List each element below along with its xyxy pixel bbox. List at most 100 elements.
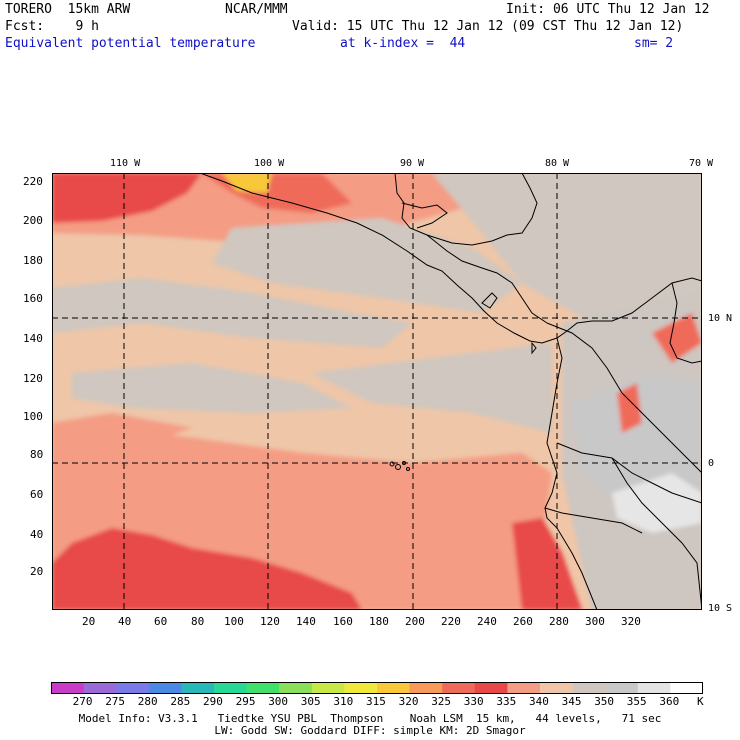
colorbar-swatch [51, 682, 85, 694]
y-tick: 200 [23, 214, 43, 227]
y-tick: 180 [23, 254, 43, 267]
valid-time: Valid: 15 UTC Thu 12 Jan 12 (09 CST Thu … [292, 19, 684, 34]
colorbar-swatch [279, 682, 313, 694]
lat-label-0: 0 [708, 458, 715, 469]
map-frame [52, 173, 702, 610]
colorbar-label: 300 [268, 695, 289, 708]
colorbar-label: 335 [496, 695, 517, 708]
colorbar-swatch [214, 682, 248, 694]
colorbar-label: 350 [594, 695, 615, 708]
colorbar-label: 320 [398, 695, 419, 708]
x-tick: 320 [621, 615, 641, 628]
colorbar-swatch [409, 682, 443, 694]
field-light-patch [612, 473, 702, 533]
x-tick: 200 [405, 615, 425, 628]
colorbar [51, 682, 703, 694]
colorbar-label: 305 [300, 695, 321, 708]
field-red-andes [617, 383, 642, 433]
colorbar-label: 325 [431, 695, 452, 708]
galapagos-islands [389, 461, 410, 471]
x-tick: 60 [154, 615, 168, 628]
x-tick: 160 [333, 615, 353, 628]
level-label: at k-index = 44 [340, 36, 466, 51]
y-tick: 60 [30, 488, 44, 501]
field-red-peru-coast [512, 518, 582, 610]
lon-label-90w: 90 W [400, 158, 425, 169]
init-time: Init: 06 UTC Thu 12 Jan 12 [506, 2, 710, 17]
field-grey-patch-3 [52, 278, 412, 348]
colorbar-swatch [637, 682, 671, 694]
colorbar-swatch [474, 682, 508, 694]
x-tick: 40 [118, 615, 132, 628]
colorbar-label: 315 [366, 695, 386, 708]
colorbar-label: 290 [203, 695, 223, 708]
colorbar-label: 355 [626, 695, 647, 708]
model-info-line1: Model Info: V3.3.1 Tiedtke YSU PBL Thomp… [78, 712, 662, 725]
colorbar-label: 280 [137, 695, 158, 708]
y-tick: 120 [23, 372, 43, 385]
x-tick: 220 [441, 615, 461, 628]
field-name: Equivalent potential temperature [5, 36, 256, 51]
field-grey-patch-5 [312, 343, 552, 433]
colorbar-swatch [377, 682, 411, 694]
lat-lon-grid [52, 173, 702, 610]
colorbar-label: 360 [659, 695, 680, 708]
lon-label-70w: 70 W [689, 158, 714, 169]
colorbar-swatch [572, 682, 606, 694]
x-tick: 140 [296, 615, 316, 628]
x-tick: 100 [224, 615, 244, 628]
colorbar-label: 295 [235, 695, 256, 708]
center-label: NCAR/MMM [225, 2, 288, 17]
y-tick: 100 [23, 410, 43, 423]
x-tick: 120 [260, 615, 280, 628]
colorbar-swatch [605, 682, 639, 694]
field-grey-patch-2 [432, 173, 702, 323]
field-grey-patch-4 [72, 363, 352, 413]
colorbar-swatch [148, 682, 182, 694]
lat-label-10n: 10 N [708, 313, 733, 324]
colorbar-swatch [540, 682, 574, 694]
field-grey-patch-amazon [572, 373, 702, 503]
colorbar-label: 330 [463, 695, 484, 708]
forecast-hour: Fcst: 9 h [5, 19, 99, 34]
x-tick: 180 [369, 615, 389, 628]
y-tick: 220 [23, 175, 43, 188]
colorbar-swatch [246, 682, 280, 694]
field-patch-southwest [52, 413, 192, 453]
colorbar-swatch [344, 682, 378, 694]
theta-e-map [52, 173, 702, 610]
colorbar-swatch [83, 682, 117, 694]
coastlines [199, 173, 702, 610]
x-tick: 260 [513, 615, 533, 628]
field-warm-peak-mexico [222, 173, 272, 193]
colorbar-swatch [116, 682, 150, 694]
colorbar-swatch [442, 682, 476, 694]
field-red-colombia [652, 313, 702, 363]
model-title: TORERO 15km ARW [5, 2, 131, 17]
colorbar-label: 275 [105, 695, 126, 708]
field-red-northwest [52, 173, 202, 223]
model-info-line2: LW: Godd SW: Goddard DIFF: simple KM: 2D… [214, 724, 526, 737]
x-tick: 20 [82, 615, 96, 628]
y-tick: 140 [23, 332, 43, 345]
field-red-southwest [52, 528, 362, 610]
lat-label-10s: 10 S [708, 603, 733, 614]
lon-label-80w: 80 W [545, 158, 570, 169]
colorbar-label: 270 [72, 695, 93, 708]
colorbar-swatch [181, 682, 215, 694]
y-tick: 20 [30, 565, 44, 578]
colorbar-swatch [670, 682, 703, 694]
y-tick: 40 [30, 528, 44, 541]
x-tick: 80 [191, 615, 205, 628]
colorbar-swatch [311, 682, 345, 694]
y-tick: 80 [30, 448, 44, 461]
x-tick: 240 [477, 615, 497, 628]
x-tick: 280 [549, 615, 569, 628]
lon-label-100w: 100 W [254, 158, 285, 169]
colorbar-label: 345 [561, 695, 582, 708]
field-grey-patch-1 [212, 218, 522, 313]
lon-label-110w: 110 W [110, 158, 141, 169]
colorbar-label: 310 [333, 695, 354, 708]
colorbar-frame [51, 682, 703, 694]
smooth-label: sm= 2 [634, 36, 674, 51]
